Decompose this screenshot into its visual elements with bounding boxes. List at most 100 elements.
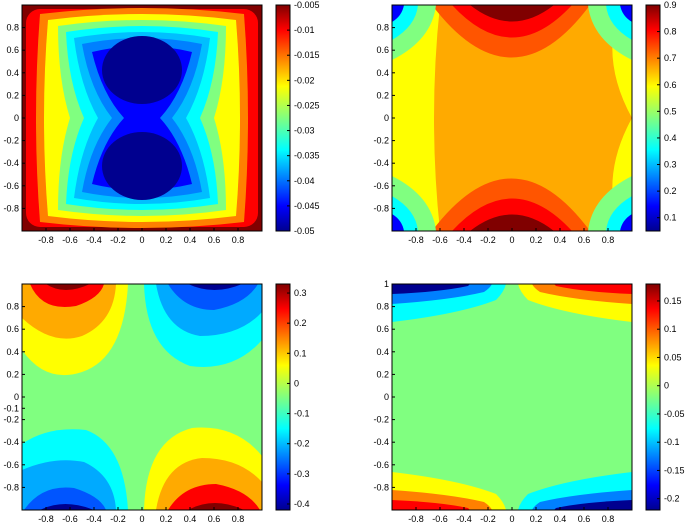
- x-tick-label: 0.8: [602, 514, 615, 522]
- colorbar-tick-label: -0.015: [294, 50, 320, 60]
- y-ticks: 0.8 0.6 0.4 0.2 0 -0.2 -0.4 -0.6 -0.8: [373, 23, 395, 213]
- x-tick-label: 0.6: [208, 514, 221, 522]
- colorbar-tick-label: 0.7: [664, 53, 677, 63]
- y-tick-label: 0.6: [376, 45, 389, 55]
- y-tick-label: 0.4: [376, 68, 389, 78]
- x-tick-label: 0.6: [578, 514, 591, 522]
- colorbar-tick-label: -0.01: [294, 25, 315, 35]
- x-tick-label: 0.8: [602, 235, 615, 245]
- y-ticks: 0.8 0.6 0.4 0.2 0-0.1 -0.2 -0.4 -0.6 -0.8: [3, 302, 25, 492]
- colorbar-tick-label: 0.1: [664, 324, 677, 334]
- x-tick-label: 0.2: [160, 235, 173, 245]
- colorbar: [645, 283, 661, 511]
- y-ticks: 0.8 0.6 0.4 0.2 0 -0.2 -0.4 -0.6 -0.8: [3, 23, 25, 213]
- y-tick-label: -0.6: [3, 181, 19, 191]
- x-tick-label: 0.4: [184, 514, 197, 522]
- y-tick-label: -0.4: [373, 437, 389, 447]
- y-tick-label: 0.8: [6, 302, 19, 312]
- colorbar: [275, 283, 291, 511]
- y-tick-label: 0.6: [6, 324, 19, 334]
- x-tick-label: -0.4: [86, 514, 102, 522]
- contour-level: [188, 503, 244, 510]
- contour-level: [392, 5, 404, 22]
- y-tick-label: 0.8: [6, 23, 19, 33]
- x-tick-label: -0.2: [480, 514, 496, 522]
- y-tick-label: 1: [384, 279, 389, 289]
- colorbar-tick-label: 0.5: [664, 106, 677, 116]
- y-tick-label: -0.2: [3, 136, 19, 146]
- contour-level: [168, 284, 258, 310]
- colorbar-tick-label: 0.15: [664, 296, 682, 306]
- colorbar-tick-label: -0.04: [294, 176, 315, 186]
- y-tick-label: 0.6: [6, 45, 19, 55]
- contour-level: [470, 5, 554, 22]
- colorbar-tick-label: -0.3: [294, 469, 310, 479]
- x-tick-label: 0.2: [530, 514, 543, 522]
- y-tick-label: 0.8: [376, 23, 389, 33]
- x-tick-label: 0.8: [232, 514, 245, 522]
- colorbar-tick-label: -0.035: [294, 151, 320, 161]
- y-tick-label: 0.2: [6, 369, 19, 379]
- x-tick-label: -0.6: [432, 235, 448, 245]
- colorbar-tick-label: 0.3: [664, 160, 677, 170]
- x-ticks: -0.8 -0.6 -0.4 -0.2 0 0.2 0.4 0.6 0.8: [408, 507, 614, 522]
- x-tick-label: -0.8: [38, 514, 54, 522]
- panel-2: -0.8 -0.6 -0.4 -0.2 0 0.2 0.4 0.6 0.8 0.80.60.40…: [373, 0, 676, 245]
- contour-level: [554, 284, 632, 294]
- colorbar-tick-label: -0.15: [664, 465, 685, 475]
- y-tick-label: -0.8: [3, 482, 19, 492]
- x-tick-label: 0.6: [578, 235, 591, 245]
- x-ticks: -0.8 -0.6 -0.4 -0.2 0 0.2 0.4 0.6 0.8: [38, 228, 244, 245]
- colorbar-tick-label: -0.2: [664, 494, 680, 504]
- panel-3-contours: [22, 284, 262, 510]
- colorbar-tick-label: 0.1: [664, 213, 677, 223]
- y-tick-label: 0.2: [376, 369, 389, 379]
- x-tick-label: 0: [139, 514, 144, 522]
- x-tick-label: 0.4: [554, 235, 567, 245]
- contour-level: [40, 504, 94, 510]
- colorbar-tick-label: -0.045: [294, 201, 320, 211]
- panel-4-contours: [392, 284, 632, 510]
- colorbar-tick-label: 0.8: [664, 27, 677, 37]
- x-tick-label: -0.2: [110, 235, 126, 245]
- y-tick-label: -0.1: [3, 403, 19, 413]
- y-tick-label: -0.6: [373, 181, 389, 191]
- colorbar-tick-label: 0.9: [664, 0, 677, 10]
- y-tick-label: 0.4: [376, 347, 389, 357]
- x-tick-label: -0.4: [456, 235, 472, 245]
- y-tick-label: -0.8: [373, 482, 389, 492]
- y-tick-label: 0.6: [376, 324, 389, 334]
- x-tick-label: 0.6: [208, 235, 221, 245]
- y-tick-label: 0: [14, 113, 19, 123]
- contour-level: [24, 487, 106, 510]
- y-tick-label: 0.4: [6, 68, 19, 78]
- panel-2-contours: [392, 5, 632, 231]
- x-tick-label: -0.8: [408, 514, 424, 522]
- y-tick-label: -0.2: [373, 415, 389, 425]
- panel-4: -0.8 -0.6 -0.4 -0.2 0 0.2 0.4 0.6 0.8 1 0.8 0.6 0.4…: [373, 279, 684, 522]
- y-ticks: 1 0.8 0.6 0.4 0.2 0 -0.2 -0.4 -0.6 -0.8: [373, 279, 395, 492]
- panel-1: -0.8 -0.6 -0.4 -0.2 0 0.2 0.4 0.6 0.8 0.80.60.40…: [3, 0, 319, 245]
- colorbar-tick-label: -0.03: [294, 126, 315, 136]
- colorbar-tick-label: -0.1: [294, 409, 310, 419]
- contour-level: [102, 36, 182, 104]
- colorbar-tick-label: -0.4: [294, 499, 310, 509]
- x-tick-label: 0.4: [554, 514, 567, 522]
- colorbar-tick-label: 0.1: [294, 348, 307, 358]
- x-tick-label: 0: [509, 235, 514, 245]
- y-tick-label: 0: [384, 392, 389, 402]
- colorbar-tick-label: -0.05: [294, 226, 315, 236]
- contour-level: [554, 500, 632, 510]
- colorbar-tick-label: -0.1: [664, 437, 680, 447]
- colorbar-tick-label: 0: [294, 378, 299, 388]
- y-tick-label: -0.6: [373, 460, 389, 470]
- x-tick-label: 0.4: [184, 235, 197, 245]
- x-tick-label: -0.6: [62, 514, 78, 522]
- contour-level: [434, 5, 632, 231]
- x-ticks: -0.8 -0.6 -0.4 -0.2 0 0.2 0.4 0.6 0.8: [408, 228, 614, 245]
- colorbar-tick-label: 0.3: [294, 288, 307, 298]
- y-tick-label: 0.8: [376, 302, 389, 312]
- contour-level: [392, 214, 404, 231]
- x-tick-label: -0.6: [432, 514, 448, 522]
- colorbar-tick-label: 0.2: [664, 186, 677, 196]
